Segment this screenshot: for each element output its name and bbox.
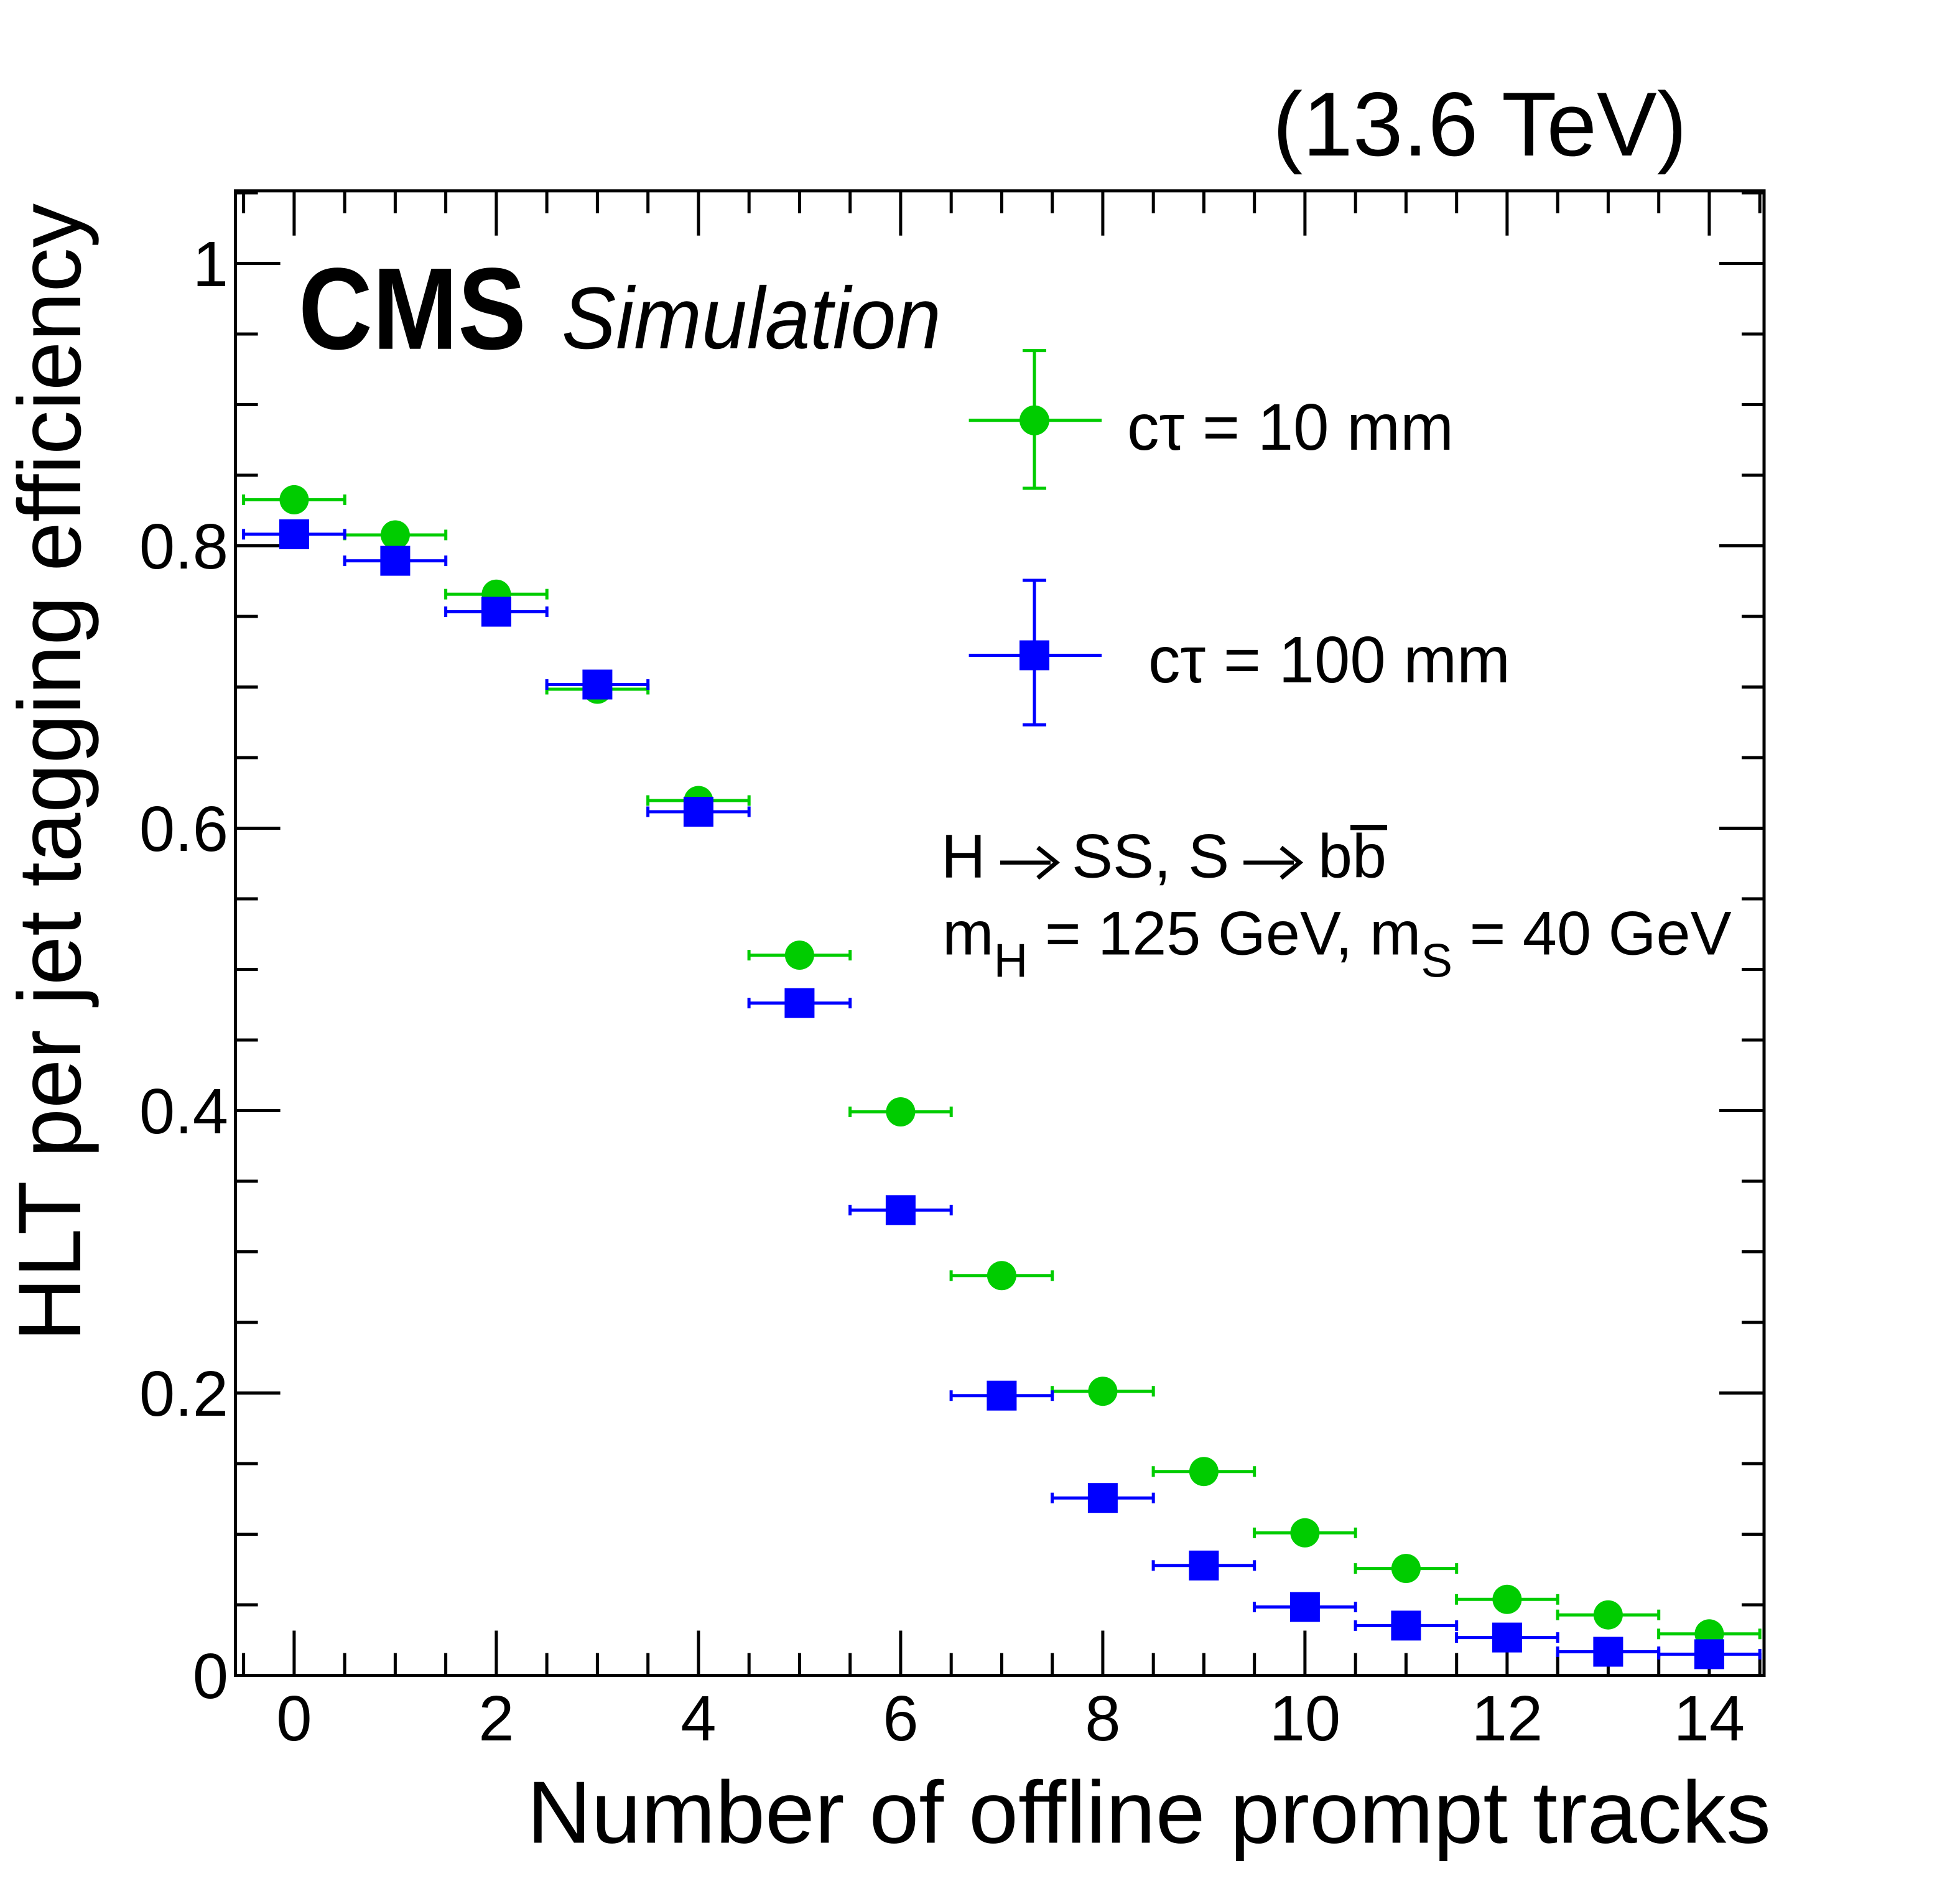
svg-text:cτ = 10 mm: cτ = 10 mm bbox=[1127, 391, 1454, 464]
svg-text:2: 2 bbox=[478, 1683, 514, 1754]
svg-text:H: H bbox=[941, 821, 986, 890]
svg-text:(13.6 TeV): (13.6 TeV) bbox=[1273, 73, 1687, 175]
svg-text:6: 6 bbox=[883, 1683, 918, 1754]
svg-text:0.8: 0.8 bbox=[139, 511, 228, 582]
svg-text:Number of offline prompt track: Number of offline prompt tracks bbox=[527, 1763, 1771, 1862]
svg-text:0: 0 bbox=[193, 1640, 228, 1712]
svg-text:0.6: 0.6 bbox=[139, 793, 228, 865]
svg-text:14: 14 bbox=[1674, 1683, 1745, 1754]
svg-text:10: 10 bbox=[1270, 1683, 1341, 1754]
svg-text:SS, S: SS, S bbox=[1072, 821, 1229, 890]
svg-text:8: 8 bbox=[1085, 1683, 1120, 1754]
svg-text:cτ = 100 mm: cτ = 100 mm bbox=[1148, 623, 1510, 697]
svg-text:0.4: 0.4 bbox=[139, 1075, 228, 1147]
svg-text:HLT per jet tagging efficiency: HLT per jet tagging efficiency bbox=[1, 203, 100, 1342]
svg-text:bb: bb bbox=[1318, 821, 1386, 890]
svg-text:0.2: 0.2 bbox=[139, 1358, 228, 1429]
svg-text:Simulation: Simulation bbox=[562, 269, 941, 367]
svg-text:12: 12 bbox=[1472, 1683, 1543, 1754]
svg-text:0: 0 bbox=[276, 1683, 312, 1754]
svg-text:4: 4 bbox=[680, 1683, 716, 1754]
svg-text:CMS: CMS bbox=[299, 244, 526, 374]
svg-text:1: 1 bbox=[193, 228, 228, 300]
